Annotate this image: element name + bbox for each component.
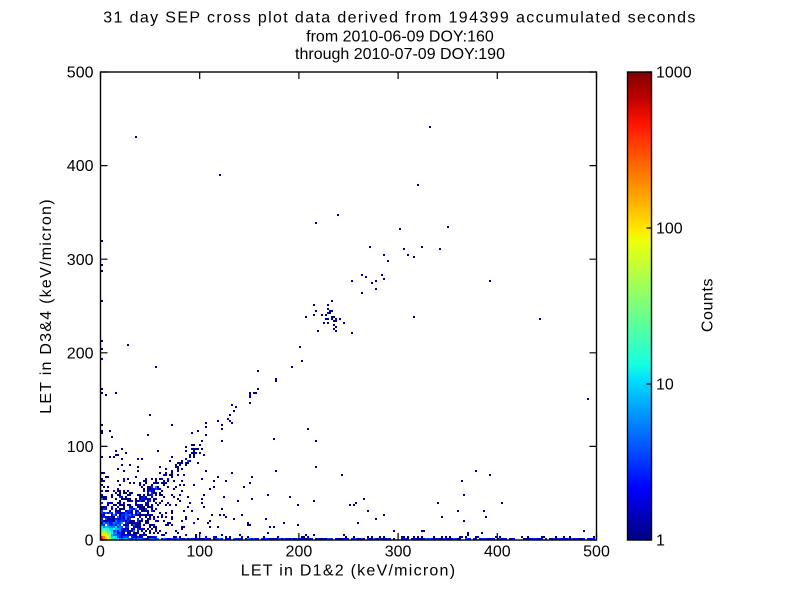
svg-text:from 2010-06-09 DOY:160: from 2010-06-09 DOY:160: [306, 28, 494, 45]
svg-text:500: 500: [67, 65, 94, 82]
svg-text:31 day SEP cross plot data der: 31 day SEP cross plot data derived from …: [103, 10, 697, 27]
svg-text:300: 300: [67, 252, 94, 269]
svg-text:1000: 1000: [656, 65, 692, 82]
svg-text:100: 100: [656, 221, 683, 238]
svg-text:300: 300: [385, 543, 412, 560]
svg-text:0: 0: [85, 533, 94, 550]
svg-text:100: 100: [186, 543, 213, 560]
svg-text:through 2010-07-09 DOY:190: through 2010-07-09 DOY:190: [295, 46, 505, 63]
svg-text:200: 200: [286, 543, 313, 560]
svg-text:400: 400: [67, 158, 94, 175]
svg-text:500: 500: [583, 543, 610, 560]
svg-text:LET in D1&2 (keV/micron): LET in D1&2 (keV/micron): [241, 562, 457, 579]
svg-text:0: 0: [96, 543, 105, 560]
svg-text:200: 200: [67, 345, 94, 362]
svg-text:400: 400: [484, 543, 511, 560]
svg-text:LET in D3&4 (keV/micron): LET in D3&4 (keV/micron): [38, 198, 55, 414]
svg-text:Counts: Counts: [700, 278, 717, 332]
svg-text:1: 1: [656, 533, 665, 550]
svg-text:100: 100: [67, 439, 94, 456]
svg-text:10: 10: [656, 377, 674, 394]
